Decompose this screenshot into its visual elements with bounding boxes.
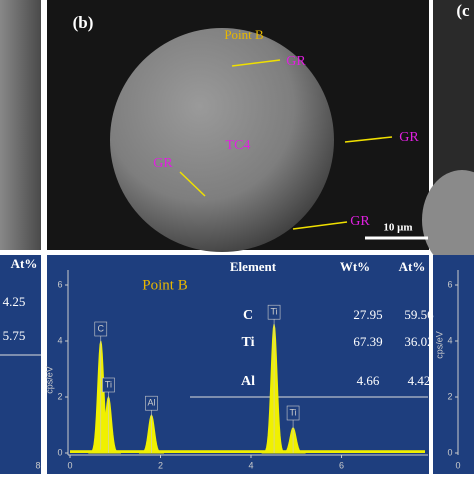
peak-label: C [98, 323, 105, 333]
y-tick-label: 6 [447, 279, 452, 289]
x-tick-label: 0 [455, 460, 460, 470]
point-label: Point B [224, 27, 264, 42]
y-tick-label: 0 [57, 447, 62, 457]
table-cell: 4.66 [357, 373, 380, 388]
table-cell: 4.25 [3, 294, 26, 309]
y-tick-label: 2 [447, 391, 452, 401]
eds-left [0, 255, 41, 474]
y-tick-label: 6 [57, 279, 62, 289]
scale-bar-label: 10 μm [383, 222, 412, 234]
table-cell: Al [241, 374, 255, 389]
x-tick-label: 4 [248, 460, 253, 470]
table-header: At% [11, 256, 38, 271]
table-cell: 5.75 [3, 328, 26, 343]
peak-label: Ti [270, 307, 277, 317]
x-tick-label: 8 [35, 460, 40, 470]
powder-sphere [110, 28, 334, 252]
table-header: Element [230, 259, 277, 274]
table-cell: Ti [242, 335, 255, 350]
sem-right-particle [422, 170, 474, 270]
x-tick-label: 0 [67, 460, 72, 470]
table-cell: 27.95 [353, 307, 382, 322]
peak-label: Ti [289, 407, 296, 417]
gr-label: GR [350, 214, 370, 229]
gr-label: GR [399, 130, 419, 145]
y-tick-label: 4 [447, 335, 452, 345]
peak-label-box [267, 304, 281, 320]
spectrum-baseline [70, 450, 425, 453]
sem-left [0, 0, 41, 250]
arrows [179, 59, 393, 230]
gr-label: GR [286, 54, 306, 69]
y-tick-label: 4 [57, 335, 62, 345]
table-header: At% [399, 259, 426, 274]
table-cell: 36.02 [404, 334, 433, 349]
y-tick-label: 0 [447, 447, 452, 457]
table-header: Wt% [340, 259, 370, 274]
gr-label: GR [153, 156, 173, 171]
y-axis-label: cps/eV [434, 331, 444, 359]
matrix-label: TC4 [226, 138, 251, 153]
panel-label: (b) [73, 13, 94, 32]
table-cell: 59.56 [404, 307, 434, 322]
y-tick-label: 2 [57, 391, 62, 401]
panel-label: (c [456, 1, 470, 20]
y-axis-label: cps/eV [44, 366, 54, 394]
eds-right [433, 255, 474, 474]
table-cell: 67.39 [353, 334, 382, 349]
peak-label: Al [147, 398, 155, 408]
x-tick-label: 6 [339, 460, 344, 470]
peak-label: Ti [105, 379, 112, 389]
peak-label-box [94, 321, 108, 337]
x-tick-label: 2 [158, 460, 163, 470]
spectrum-title: Point B [142, 277, 187, 293]
peak-label-box [102, 377, 115, 393]
peak-label-box [145, 395, 158, 411]
peak-label-box [286, 405, 300, 421]
table-cell: 4.42 [408, 373, 431, 388]
table-cell: C [243, 308, 253, 323]
